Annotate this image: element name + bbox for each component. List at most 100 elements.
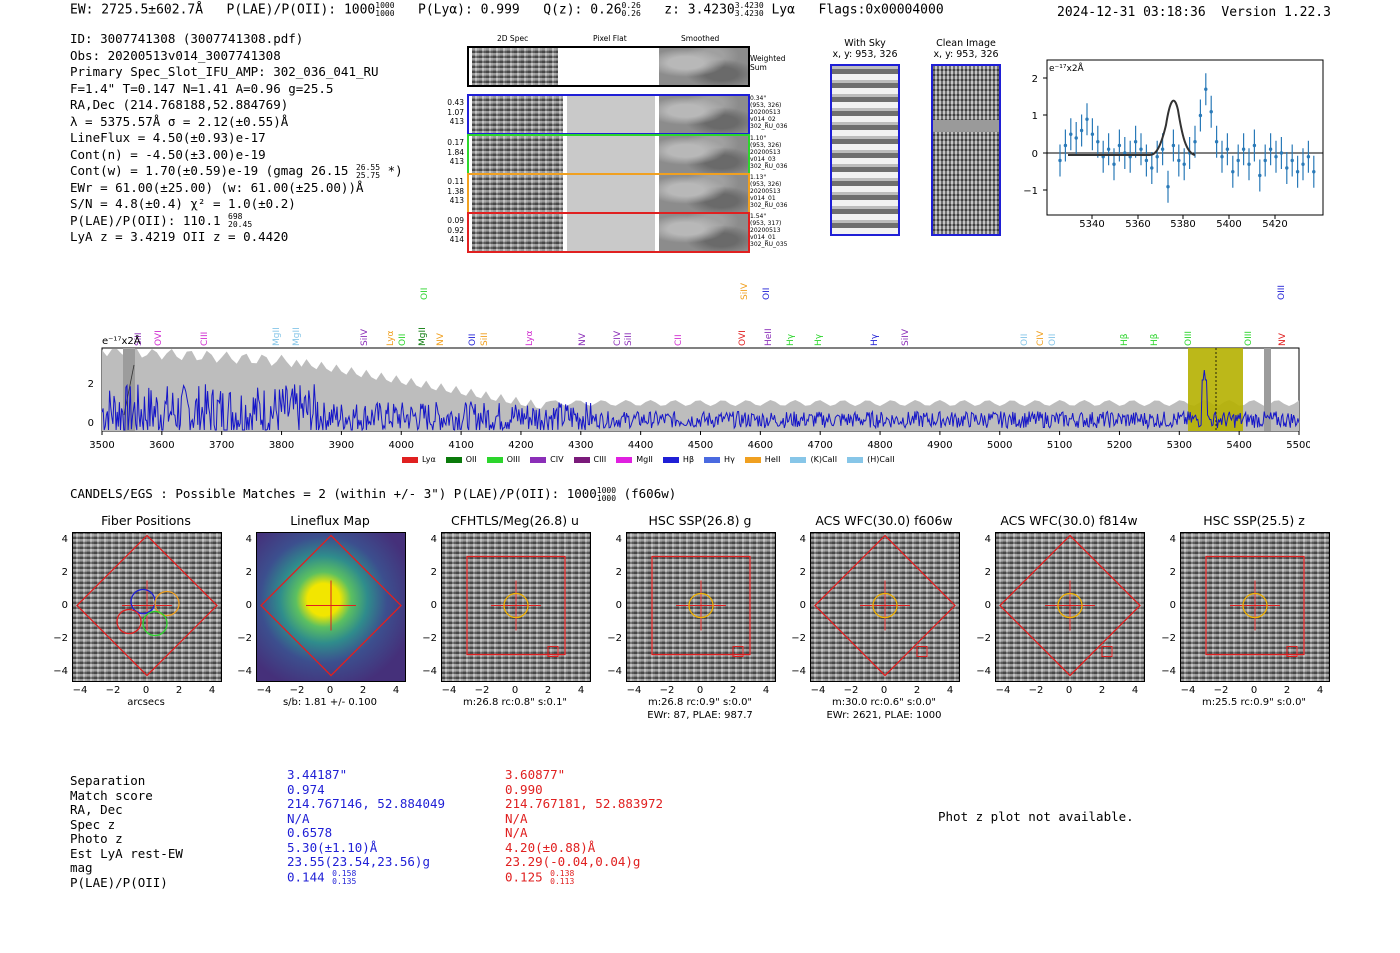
spec2d-row-0-left-1: 1.07 <box>447 107 464 117</box>
panel-image-3 <box>626 532 776 682</box>
panel-5-xtick-0: −4 <box>995 685 1011 696</box>
panel-1-xtick-2: 0 <box>326 685 334 696</box>
panel-3-caption-2: EWr: 87, PLAE: 987.7 <box>647 710 753 721</box>
panel-5-ytick-4: −4 <box>976 666 991 677</box>
spec2d-row-3-gap2 <box>655 214 659 251</box>
spec2d-row-0-left-labels: 0.43 1.07 413 <box>440 98 464 127</box>
panel-title-1: Lineflux Map <box>290 513 370 528</box>
panel-0-ytick-4: −4 <box>53 666 68 677</box>
spec2d-row-1-right-2: 20200513 <box>750 149 781 156</box>
spec2d-row-3 <box>467 212 750 253</box>
full-ytick-1: 0 <box>88 418 94 429</box>
full-xtick-8: 4300 <box>568 440 593 451</box>
info-block: ID: 3007741308 (3007741308.pdf) Obs: 202… <box>70 31 403 246</box>
line-label-13: Lyα <box>525 330 535 346</box>
with-sky-image <box>830 64 900 236</box>
panel-0-ytick-3: −2 <box>53 633 68 644</box>
candels-header: CANDELS/EGS : Possible Matches = 2 (with… <box>70 486 676 503</box>
full-xtick-15: 5000 <box>987 440 1012 451</box>
header-qz-sup: 0.26 <box>621 1 641 10</box>
panel-aperture <box>503 592 529 619</box>
panel-image-5 <box>995 532 1145 682</box>
col2-spec-z: N/A <box>505 810 528 826</box>
panel-0-xtick-1: −2 <box>105 685 121 696</box>
panel-match-marker <box>916 646 928 658</box>
legend-item-1: OII <box>445 455 477 464</box>
full-spec-ylabel: e⁻¹⁷x2Å <box>102 336 141 347</box>
spec2d-row-2-left-labels: 0.11 1.38 413 <box>440 177 464 206</box>
spec2d-row-1-2d <box>472 136 563 173</box>
panel-image-1 <box>256 532 406 682</box>
spec2d-row-1-flat <box>567 136 655 173</box>
line-label-8: MgII <box>418 327 428 346</box>
spec2d-row-1-gap1 <box>563 136 567 173</box>
legend-swatch-9 <box>790 456 807 463</box>
info-sn: S/N = 4.8(±0.4) χ² = 1.0(±0.2) <box>70 196 296 211</box>
spec2d-row-2-right-labels: 1.13" (953, 326) 20200513 v014_01 302_RU_036 <box>750 174 787 209</box>
zoom-ytick-1: 1 <box>1032 111 1038 122</box>
zoom-point <box>1090 132 1095 136</box>
zoom-point <box>1144 158 1149 163</box>
panel-footprint <box>999 534 1141 677</box>
panel-3-xtick-0: −4 <box>626 685 642 696</box>
legend-swatch-1 <box>445 456 462 463</box>
zoom-point <box>1258 173 1262 178</box>
panel-title-2: CFHTLS/Meg(26.8) u <box>451 513 579 528</box>
col2-match-score: 0.990 <box>505 781 543 797</box>
panel-3-xtick-3: 2 <box>729 685 737 696</box>
panel-6-xtick-0: −4 <box>1180 685 1196 696</box>
zoom-point <box>1085 117 1089 121</box>
spec2d-row-3-right-0: 1.54" <box>750 213 767 220</box>
panel-footprint <box>76 534 218 677</box>
info-radec: RA,Dec (214.768188,52.884769) <box>70 97 289 112</box>
line-label-15: CIV <box>613 330 623 346</box>
spec2d-row-2-right-1: (953, 326) <box>750 181 782 188</box>
header-z-line: Lyα <box>771 2 795 18</box>
spec2d-row-1-left-0: 0.17 <box>447 138 464 147</box>
zoom-chart-yticks: 2 1 0 −1 <box>1023 74 1047 197</box>
col1-plae: 0.144 0.158 0.135 <box>287 869 445 886</box>
zoom-point <box>1241 147 1246 151</box>
panel-0-xtick-0: −4 <box>72 685 88 696</box>
panel-5-ytick-3: −2 <box>976 633 991 644</box>
full-xtick-16: 5100 <box>1047 440 1072 451</box>
panel-3-ytick-3: −2 <box>607 633 622 644</box>
panel-0-xtick-4: 4 <box>208 685 216 696</box>
spec2d-row-3-left-labels: 0.09 0.92 414 <box>440 216 464 245</box>
zoom-point <box>1160 147 1165 151</box>
spec2d-row-3-right-4: 302_RU_035 <box>750 241 788 248</box>
col2-mag: 23.29(-0.04,0.04)g <box>505 854 641 869</box>
panel-3-xtick-1: −2 <box>659 685 675 696</box>
zoom-point <box>1279 151 1284 155</box>
full-xtick-14: 4900 <box>927 440 952 451</box>
legend-item-6: Hβ <box>662 455 694 464</box>
panel-image-0 <box>72 532 222 682</box>
spec2d-row-3-right-1: (953, 317) <box>750 220 782 227</box>
panel-3-xtick-4: 4 <box>762 685 770 696</box>
full-xtick-4: 3900 <box>329 440 354 451</box>
zoom-point <box>1214 140 1219 144</box>
legend-label-8: HeII <box>764 455 781 464</box>
panel-4-ytick-3: −2 <box>791 633 806 644</box>
spec2d-row-2-gap2 <box>655 175 659 212</box>
clean-image-masked-band <box>933 120 999 132</box>
spec2d-row-0-smoothed <box>659 96 748 133</box>
zoom-point <box>1117 143 1122 148</box>
zoom-point <box>1193 140 1197 144</box>
weighted-pixel-flat <box>558 48 658 85</box>
spec2d-row-0-right-2: 20200513 <box>750 109 781 116</box>
spec2d-row-1-right-labels: 1.10" (953, 326) 20200513 v014_03 302_RU_036 <box>750 135 787 170</box>
line-label-34: OIII <box>1277 284 1287 300</box>
zoom-point <box>1290 158 1294 163</box>
candels-sup: 1000 <box>596 485 617 495</box>
panel-footprint <box>1205 555 1305 656</box>
panel-4-caption-1: m:30.0 rc:0.6" s:0.0" <box>831 697 937 708</box>
spec2d-row-0-flat <box>567 96 655 133</box>
legend-label-1: OII <box>465 455 477 464</box>
legend-item-4: CIII <box>573 455 606 464</box>
panel-2-xtick-1: −2 <box>474 685 490 696</box>
photz-message: Phot z plot not available. <box>938 809 1134 824</box>
full-xtick-5: 4000 <box>389 440 414 451</box>
zoom-point <box>1204 87 1208 91</box>
zoom-point <box>1231 170 1235 174</box>
